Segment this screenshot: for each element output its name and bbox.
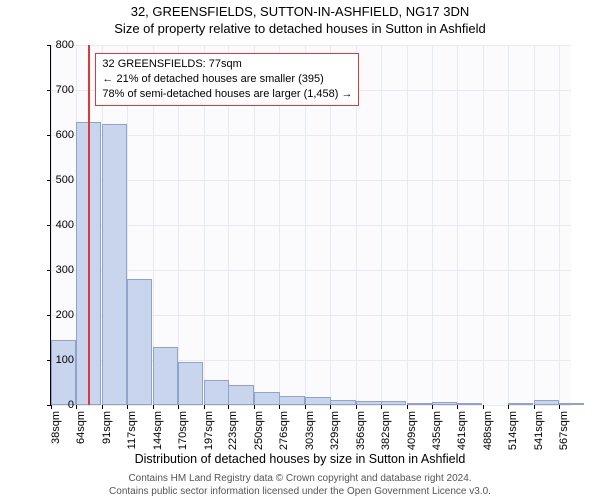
x-tick-label: 38sqm	[50, 411, 62, 461]
histogram-bar	[51, 340, 76, 405]
histogram-bar	[432, 402, 457, 405]
histogram-bar	[407, 403, 432, 405]
histogram-bar	[102, 124, 127, 405]
histogram-bar	[356, 401, 381, 406]
y-tick-label: 500	[34, 174, 74, 186]
annotation-box: 32 GREENSFIELDS: 77sqm ← 21% of detached…	[95, 53, 359, 106]
annotation-line-3: 78% of semi-detached houses are larger (…	[102, 87, 352, 102]
x-tick-label: 223sqm	[227, 411, 239, 461]
x-tick-label: 197sqm	[203, 411, 215, 461]
x-tick-label: 567sqm	[558, 411, 570, 461]
x-tick-label: 144sqm	[152, 411, 164, 461]
chart-area: Number of detached properties 32 GREENSF…	[50, 45, 570, 405]
x-tick-label: 514sqm	[507, 411, 519, 461]
histogram-bar	[457, 403, 482, 405]
y-tick-label: 300	[34, 264, 74, 276]
y-tick-label: 400	[34, 219, 74, 231]
histogram-bar	[305, 397, 330, 405]
histogram-bar	[279, 396, 304, 405]
histogram-bar	[127, 279, 152, 405]
x-tick-label: 488sqm	[482, 411, 494, 461]
x-tick-label: 356sqm	[355, 411, 367, 461]
y-tick-label: 600	[34, 129, 74, 141]
y-tick-label: 200	[34, 309, 74, 321]
histogram-bar	[178, 362, 203, 405]
histogram-bar	[254, 392, 279, 406]
chart-title: 32, GREENSFIELDS, SUTTON-IN-ASHFIELD, NG…	[0, 0, 600, 19]
footer-line-2: Contains public sector information licen…	[0, 486, 600, 499]
histogram-bar	[330, 400, 355, 405]
histogram-bar	[381, 401, 406, 405]
histogram-bar	[228, 385, 253, 405]
y-tick-label: 0	[34, 399, 74, 411]
x-tick-label: 303sqm	[304, 411, 316, 461]
histogram-bar	[559, 403, 584, 405]
chart-footer: Contains HM Land Registry data © Crown c…	[0, 473, 600, 498]
x-tick-label: 382sqm	[380, 411, 392, 461]
x-tick-label: 435sqm	[431, 411, 443, 461]
histogram-bar	[508, 403, 533, 405]
chart-subtitle: Size of property relative to detached ho…	[0, 19, 600, 36]
histogram-bar	[534, 400, 559, 405]
y-tick-label: 700	[34, 84, 74, 96]
x-tick-label: 91sqm	[101, 411, 113, 461]
annotation-line-1: 32 GREENSFIELDS: 77sqm	[102, 57, 352, 72]
x-tick-label: 170sqm	[177, 411, 189, 461]
x-tick-label: 117sqm	[126, 411, 138, 461]
footer-line-1: Contains HM Land Registry data © Crown c…	[0, 473, 600, 486]
y-tick-label: 100	[34, 354, 74, 366]
x-tick-label: 276sqm	[278, 411, 290, 461]
x-tick-label: 461sqm	[456, 411, 468, 461]
x-tick-label: 541sqm	[533, 411, 545, 461]
annotation-line-2: ← 21% of detached houses are smaller (39…	[102, 72, 352, 87]
x-tick-label: 250sqm	[253, 411, 265, 461]
x-tick-label: 64sqm	[75, 411, 87, 461]
x-tick-label: 329sqm	[329, 411, 341, 461]
property-marker-line	[88, 45, 90, 405]
histogram-bar	[153, 347, 178, 406]
x-tick-label: 409sqm	[406, 411, 418, 461]
histogram-bar	[204, 380, 229, 405]
y-tick-label: 800	[34, 39, 74, 51]
